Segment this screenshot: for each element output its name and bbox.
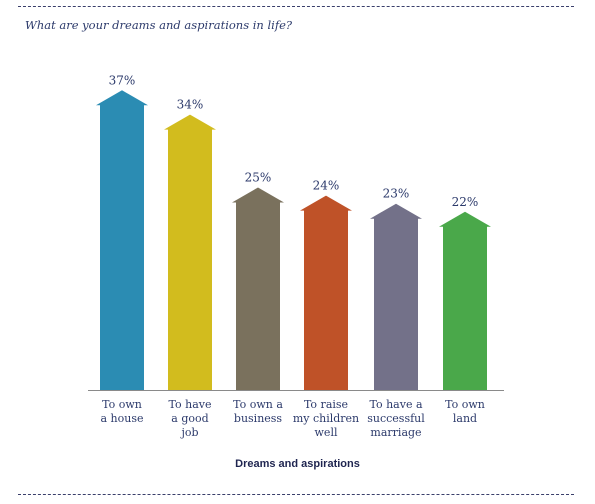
category-label-5: To have a successful marriage — [367, 398, 425, 439]
category-label-3: To own a business — [233, 398, 283, 425]
data-label-5: 23% — [383, 187, 410, 201]
x-axis-label: Dreams and aspirations — [235, 458, 360, 470]
data-label-4: 24% — [313, 179, 340, 193]
data-label-1: 37% — [109, 73, 136, 87]
category-label-6: To own land — [445, 398, 485, 425]
bar-6 — [439, 211, 491, 390]
data-label-6: 22% — [452, 195, 479, 209]
bar-5 — [370, 203, 422, 390]
top-dashed-rule — [18, 6, 574, 7]
category-label-1: To own a house — [100, 398, 144, 425]
bottom-dashed-rule — [18, 494, 574, 495]
data-label-3: 25% — [245, 171, 272, 185]
category-label-4: To raise my children well — [292, 398, 360, 439]
bar-2 — [164, 114, 216, 390]
bar-1 — [96, 90, 148, 391]
data-label-2: 34% — [177, 98, 204, 112]
bar-3 — [232, 187, 284, 390]
chart-title: What are your dreams and aspirations in … — [25, 18, 293, 32]
category-label-2: To have a good job — [168, 398, 212, 439]
bar-4 — [300, 195, 352, 390]
